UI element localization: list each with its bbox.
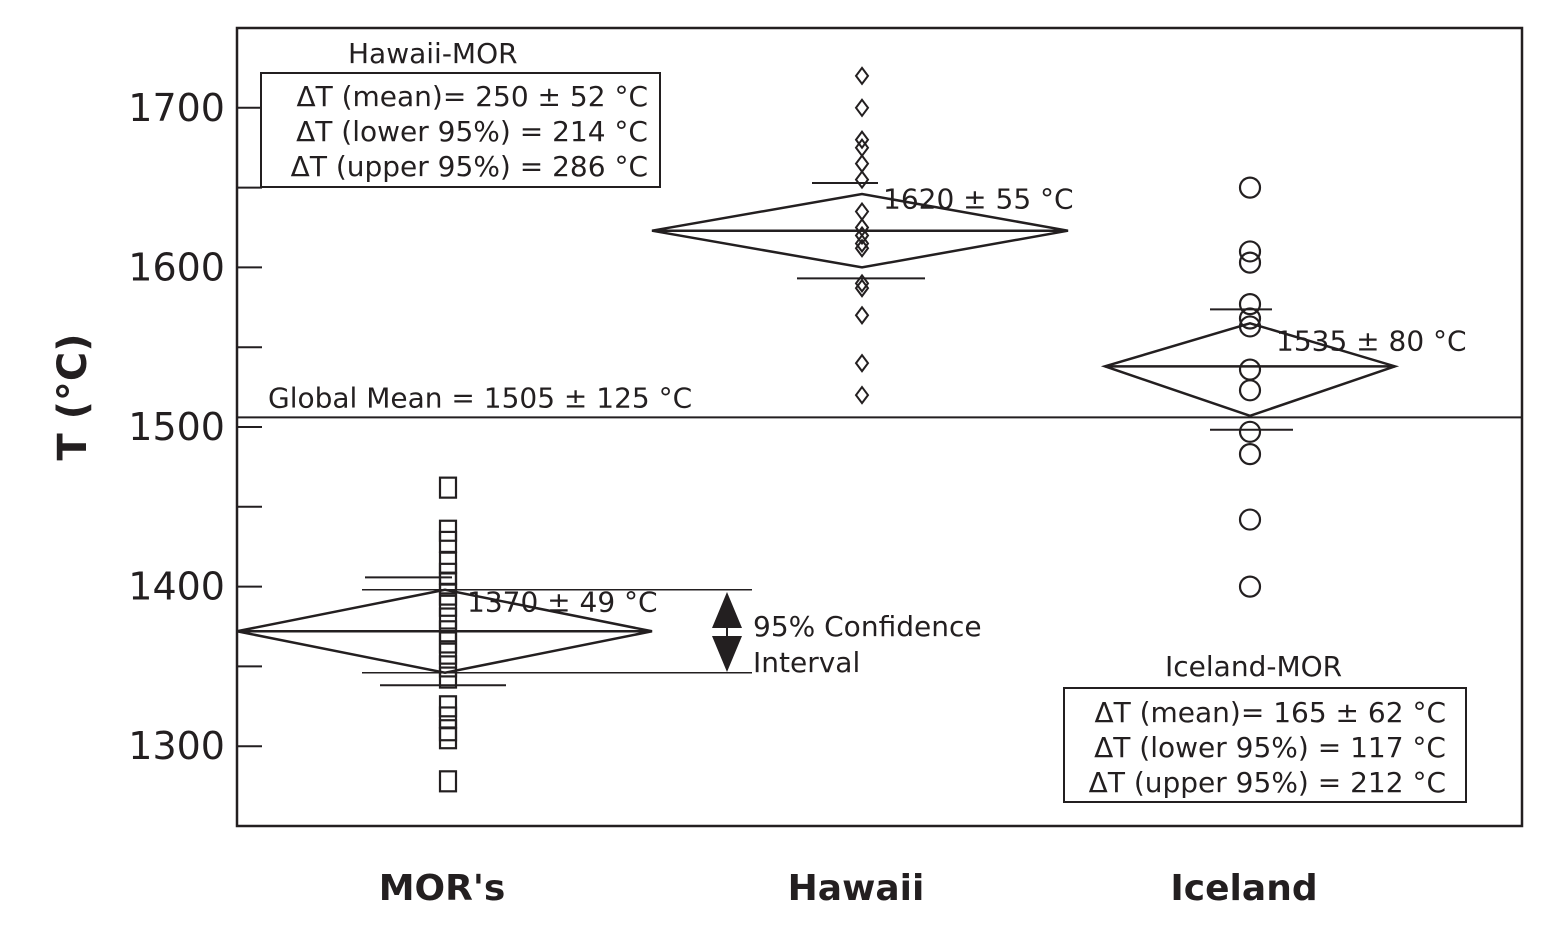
ci-legend-label-line2: Interval [753, 646, 860, 679]
data-point-square [438, 666, 458, 689]
data-point-circle [1238, 443, 1262, 466]
data-point-square [438, 519, 458, 542]
data-point-diamond [854, 238, 870, 258]
mean-label: 1620 ± 55 °C [883, 183, 1074, 216]
data-point-circle [1238, 176, 1262, 199]
iceland-box [1063, 687, 1467, 803]
data-point-square [438, 572, 458, 595]
y-tick-label: 1300 [128, 724, 225, 768]
data-point-diamond [854, 98, 870, 118]
data-point-square [438, 642, 458, 665]
x-category-label: Iceland [1170, 868, 1317, 909]
global-mean-label: Global Mean = 1505 ± 125 °C [268, 381, 692, 414]
data-point-diamond [854, 225, 870, 246]
data-point-circle [1238, 508, 1262, 531]
x-category-label: MOR's [379, 868, 506, 909]
data-point-circle [1238, 358, 1262, 381]
data-point-diamond [854, 130, 870, 150]
data-point-square [438, 583, 458, 606]
iceland-box-title: Iceland-MOR [1165, 650, 1342, 683]
data-point-diamond [854, 273, 870, 294]
data-point-square [438, 620, 458, 643]
iceland-box-line-mean: ΔT (mean)= 165 ± 62 °C [1094, 696, 1446, 729]
mean-label: 1370 ± 49 °C [467, 585, 658, 618]
data-point-circle [1238, 315, 1262, 338]
data-point-diamond [854, 353, 870, 373]
data-point-diamond [854, 66, 870, 86]
y-axis: 1300 1400 1500 1600 1700 [128, 86, 262, 768]
mean-label: 1535 ± 80 °C [1276, 324, 1467, 357]
hawaii-box-title: Hawaii-MOR [348, 37, 518, 70]
data-point-square [438, 476, 458, 499]
data-point-diamond [854, 233, 870, 254]
y-tick-label: 1700 [128, 86, 225, 130]
x-category-label: Hawaii [788, 868, 925, 909]
ci-legend-arrow-down-icon [712, 636, 742, 672]
data-point-circle [1238, 307, 1262, 330]
data-point-diamond [854, 169, 870, 190]
data-point-square [438, 607, 458, 630]
ci-legend-arrow-up-icon [712, 592, 742, 628]
data-point-square [438, 551, 458, 574]
data-point-diamond [854, 385, 870, 405]
hawaii-box-line-mean: ΔT (mean)= 250 ± 52 °C [296, 80, 648, 113]
data-point-square [438, 530, 458, 554]
hawaii-box-line-lower: ΔT (lower 95%) = 214 °C [296, 115, 648, 148]
ci-legend: 95% Confidence Interval [712, 592, 982, 679]
y-tick-label: 1500 [128, 405, 225, 449]
data-point-square [438, 719, 458, 742]
data-point-square [438, 695, 458, 718]
iceland-box-line-upper: ΔT (upper 95%) = 212 °C [1089, 766, 1446, 799]
y-axis-label: T (°C) [50, 333, 96, 460]
data-point-diamond [854, 201, 870, 222]
data-point-circle [1238, 379, 1262, 402]
hawaii-box [260, 72, 661, 188]
data-point-square [438, 655, 458, 678]
data-point-circle [1238, 575, 1262, 598]
data-point-square [438, 770, 458, 793]
data-point-square [438, 594, 458, 617]
data-point-circle [1238, 420, 1262, 443]
series-layer: 1370 ± 49 °C 1620 ± 55 °C 1535 ± 80 °C [236, 66, 1467, 793]
data-point-circle [1238, 293, 1262, 316]
data-point-square [438, 727, 458, 750]
x-axis: MOR's Hawaii Iceland [379, 868, 1318, 909]
data-point-diamond [854, 305, 870, 325]
data-point-diamond [854, 153, 870, 174]
y-tick-label: 1600 [128, 245, 225, 289]
data-point-circle [1238, 240, 1262, 263]
iceland-box-line-lower: ΔT (lower 95%) = 117 °C [1094, 731, 1446, 764]
data-point-square [438, 631, 458, 654]
y-tick-label: 1400 [128, 565, 225, 609]
data-point-diamond [854, 278, 870, 298]
data-point-square [438, 706, 458, 729]
hawaii-box-line-upper: ΔT (upper 95%) = 286 °C [291, 150, 648, 183]
ci-legend-label-line1: 95% Confidence [753, 610, 982, 643]
data-point-circle [1238, 251, 1262, 274]
